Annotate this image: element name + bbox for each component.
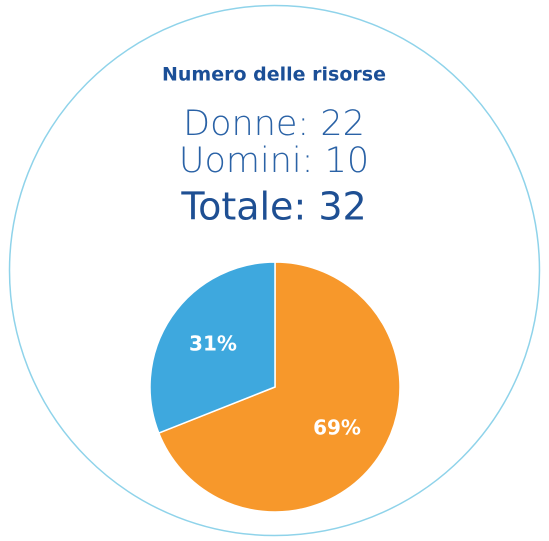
slice-label: 31% <box>189 331 237 355</box>
annotation: Totale: 32 <box>180 185 366 229</box>
pie-slice <box>157 261 401 513</box>
slice-label: 69% <box>313 416 361 440</box>
annotation: Donne: 22 <box>183 104 365 144</box>
pie-slice <box>149 261 276 434</box>
frame-circle <box>8 4 541 537</box>
chart-title: Numero delle risorse <box>162 64 386 86</box>
annotation: Uomini: 10 <box>179 141 369 181</box>
